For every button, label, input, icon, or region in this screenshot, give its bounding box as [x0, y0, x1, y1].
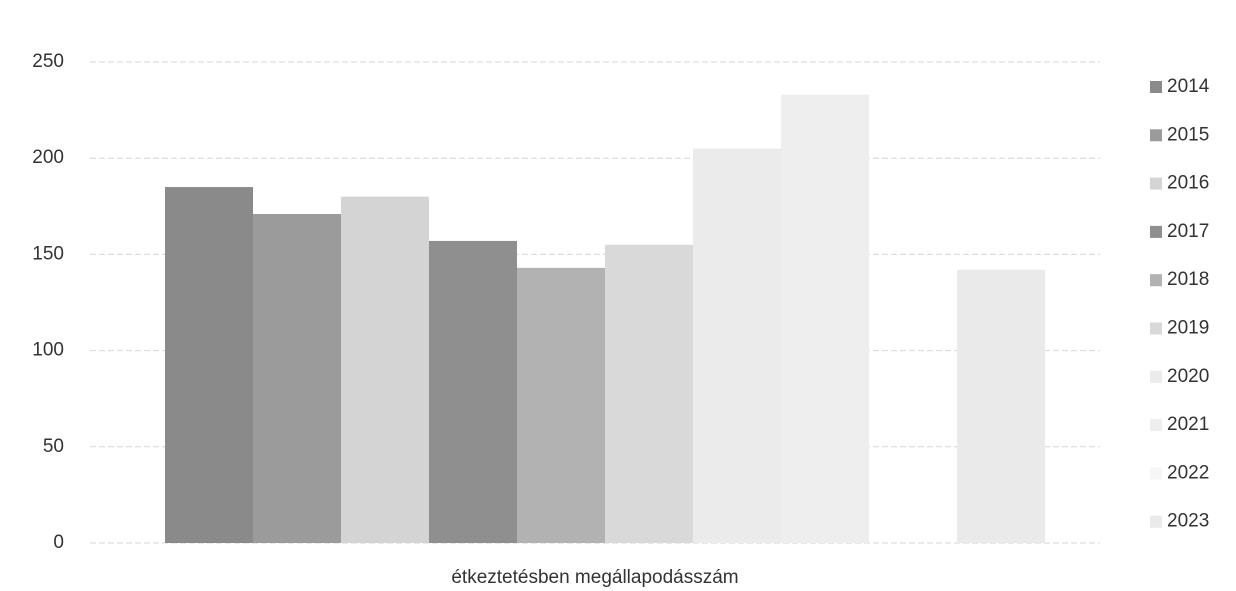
legend-swatch	[1150, 467, 1162, 480]
legend-label: 2018	[1167, 269, 1209, 290]
bar	[341, 196, 429, 543]
legend-swatch	[1150, 177, 1162, 190]
legend-swatch	[1150, 129, 1162, 142]
legend-swatch	[1150, 370, 1162, 383]
legend-label: 2016	[1167, 173, 1209, 194]
legend-label: 2017	[1167, 221, 1209, 242]
bar	[781, 94, 869, 543]
y-tick-label: 100	[32, 340, 64, 361]
legend-label: 2015	[1167, 124, 1209, 145]
y-tick-label: 0	[53, 532, 64, 553]
x-tick-label: étkeztetésben megállapodásszám	[451, 567, 738, 588]
legend-swatch	[1150, 419, 1162, 432]
bar	[429, 240, 517, 543]
bar	[957, 269, 1045, 543]
y-tick-label: 150	[32, 243, 64, 264]
bar	[165, 187, 253, 543]
legend-label: 2021	[1167, 414, 1209, 435]
y-tick-label: 50	[43, 436, 64, 457]
legend-label: 2023	[1167, 511, 1209, 532]
legend-label: 2022	[1167, 462, 1209, 483]
legend-label: 2020	[1167, 366, 1209, 387]
bar	[693, 148, 781, 543]
legend-swatch	[1150, 515, 1162, 528]
legend-swatch	[1150, 81, 1162, 93]
y-tick-label: 200	[32, 147, 64, 168]
legend-label: 2014	[1167, 76, 1210, 97]
legend-swatch	[1150, 322, 1162, 335]
bar	[605, 244, 693, 543]
legend-swatch	[1150, 225, 1162, 238]
legend-swatch	[1150, 274, 1162, 287]
bar	[253, 213, 341, 543]
y-tick-label: 250	[32, 51, 64, 72]
bar	[517, 267, 605, 543]
legend-label: 2019	[1167, 318, 1209, 339]
